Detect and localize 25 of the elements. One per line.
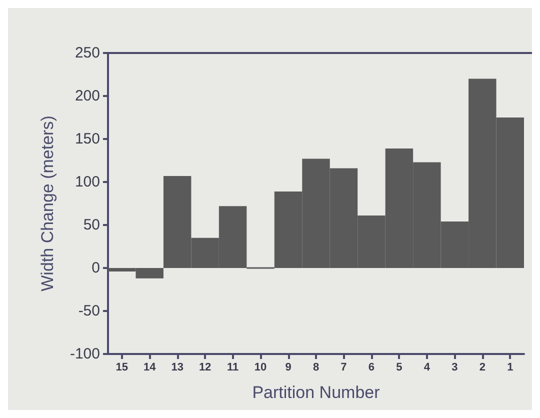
y-tick-label: 100 <box>74 174 100 190</box>
y-tick-label: 0 <box>92 260 100 276</box>
x-axis-title: Partition Number <box>252 383 380 402</box>
x-tick-label: 13 <box>171 362 184 374</box>
x-tick-label: 14 <box>143 362 157 374</box>
x-tick-label: 7 <box>340 362 347 374</box>
y-tick-label: 150 <box>74 130 100 148</box>
x-tick-label: 11 <box>226 362 239 374</box>
x-tick-label: 8 <box>312 362 320 374</box>
x-tick-label: 12 <box>198 362 212 374</box>
y-tick-label: 250 <box>74 44 100 62</box>
x-tick-label: 3 <box>452 362 458 374</box>
y-tick-label: -100 <box>70 346 100 362</box>
x-tick-label: 6 <box>368 362 375 374</box>
x-tick-label: 15 <box>116 362 128 374</box>
y-axis-title: Width Change (meters) <box>38 116 57 292</box>
x-tick-label: 1 <box>507 362 514 374</box>
y-tick-label: -50 <box>78 302 100 320</box>
x-tick-label: 2 <box>479 362 486 374</box>
x-tick-label: 5 <box>396 362 402 374</box>
x-tick-label: 9 <box>285 362 292 374</box>
x-tick-label: 4 <box>424 362 431 374</box>
y-tick-label: 200 <box>74 88 100 104</box>
y-tick-label: 50 <box>83 216 100 234</box>
x-tick-label: 10 <box>254 362 267 374</box>
